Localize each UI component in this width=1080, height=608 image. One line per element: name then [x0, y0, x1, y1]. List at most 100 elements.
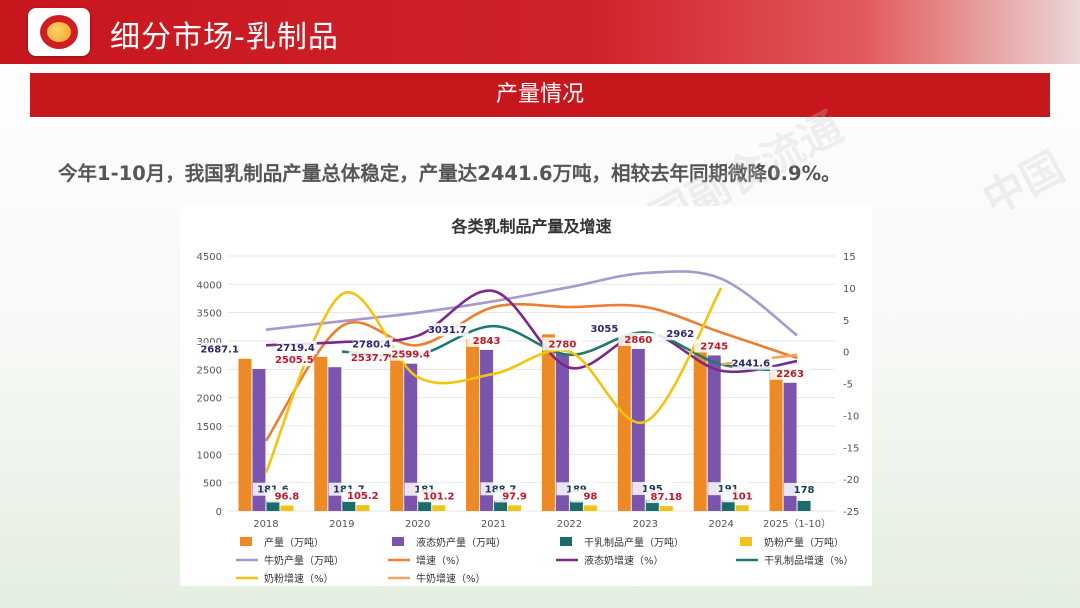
y-tick-label: 3500: [197, 309, 222, 320]
data-label-bg: [342, 489, 383, 503]
bar-4: [735, 505, 749, 511]
data-label: 87.18: [650, 492, 682, 503]
x-tick-label: 2025（1-10）: [763, 518, 831, 530]
bar-4: [280, 505, 294, 511]
data-label: 2537.7: [351, 353, 390, 364]
chart-panel: 各类乳制品产量及增速 0 500 1000 1500 2000 2500 3000 3500 40…: [180, 206, 872, 586]
x-tick-label: 2020: [405, 519, 430, 530]
bar-4: [432, 505, 446, 511]
x-tick-label: 2021: [481, 519, 506, 530]
data-label: 101: [732, 491, 753, 502]
data-label-bg: [348, 351, 389, 365]
data-label: 98: [583, 491, 597, 502]
data-label-bg: [722, 489, 763, 503]
y-tick-label: 3000: [197, 337, 222, 348]
line-series-1: [265, 270, 798, 337]
y-tick-label: 500: [203, 479, 222, 490]
legend-label: 牛奶产量（万吨）: [264, 554, 344, 567]
page-title: 细分市场-乳制品: [110, 20, 339, 55]
data-label: 2599.4: [391, 350, 430, 361]
bar-3: [721, 500, 735, 511]
bar-2: [480, 349, 494, 511]
data-label: 2687.1: [200, 345, 239, 356]
bar-3: [266, 500, 280, 511]
data-label: 3055: [590, 324, 618, 335]
x-tick-label: 2019: [329, 519, 354, 530]
data-label-bg: [694, 339, 735, 353]
y-tick-label: 4500: [197, 252, 222, 263]
bar-1: [314, 356, 328, 511]
bar-4: [583, 505, 597, 511]
bar-2: [707, 355, 721, 511]
bar-2: [404, 363, 418, 511]
x-tick-label: 2018: [253, 519, 278, 530]
data-label-bg: [466, 333, 507, 347]
y-tick-label: 2500: [197, 365, 222, 376]
data-label-bg: [418, 489, 459, 503]
x-tick-label: 2023: [633, 519, 658, 530]
bar-1: [693, 343, 707, 511]
data-label: 2843: [473, 336, 501, 347]
data-label-bg: [770, 366, 811, 380]
bar-4: [508, 505, 522, 511]
legend-swatch: [560, 537, 572, 546]
legend-swatch: [392, 537, 404, 546]
legend-swatch: [740, 537, 752, 546]
data-label: 178: [794, 485, 815, 496]
y2-tick-label: 0: [843, 348, 849, 359]
data-label-bg: [428, 323, 469, 337]
legend-label: 产量（万吨）: [264, 536, 324, 549]
y2-tick-label: -20: [843, 475, 859, 486]
dairy-production-chart: 各类乳制品产量及增速 0 500 1000 1500 2000 2500 3000 3500 40…: [197, 217, 860, 585]
legend-label: 奶粉增速（%）: [264, 572, 334, 585]
data-label-bg: [266, 489, 307, 503]
data-label-bg: [272, 353, 313, 367]
y2-tick-label: -25: [843, 507, 859, 518]
x-tick-label: 2022: [557, 519, 582, 530]
legend-label: 液态奶产量（万吨）: [416, 536, 506, 549]
bar-3: [342, 500, 356, 511]
data-label: 3031.7: [428, 325, 467, 336]
data-label-bg: [580, 321, 621, 335]
data-label-bg: [542, 337, 583, 351]
data-label-bg: [352, 337, 393, 351]
data-label: 2860: [624, 335, 652, 346]
data-label: 2719.4: [276, 343, 315, 354]
y-tick-label: 1500: [197, 422, 222, 433]
legend-label: 奶粉产量（万吨）: [764, 536, 844, 549]
data-label: 105.2: [347, 491, 379, 502]
data-label: 2745: [700, 341, 728, 352]
y2-tick-label: -5: [843, 380, 853, 391]
data-label: 2780.4: [352, 339, 391, 350]
data-label: 2780: [549, 339, 577, 350]
y2-tick-label: -15: [843, 443, 859, 454]
data-label-bg: [732, 356, 773, 370]
data-label: 2962: [666, 329, 694, 340]
data-label-bg: [276, 340, 317, 354]
watermark: 中国: [974, 141, 1073, 225]
data-label: 2263: [776, 369, 804, 380]
bar-2: [631, 348, 645, 511]
bar-3: [569, 500, 583, 511]
bar-1: [466, 339, 480, 511]
brand-logo: [28, 8, 90, 56]
legend-label: 干乳制品增速（%）: [764, 554, 854, 567]
bar-1: [238, 358, 252, 511]
legend-swatch: [240, 537, 252, 546]
line-series-2: [264, 302, 798, 442]
y2-tick-label: 10: [843, 284, 856, 295]
y2-tick-label: 5: [843, 316, 849, 327]
y-tick-label: 2000: [197, 394, 222, 405]
bar-3: [645, 499, 659, 511]
data-label-bg: [494, 489, 535, 503]
bar-3: [494, 500, 508, 511]
data-label: 2505.5: [275, 355, 314, 366]
bar-1: [769, 372, 783, 511]
y-tick-label: 4000: [197, 280, 222, 291]
summary-text: 今年1-10月，我国乳制品产量总体稳定，产量达2441.6万吨，相较去年同期微降…: [58, 162, 841, 185]
bar-1: [541, 334, 555, 511]
bar-1: [617, 337, 631, 511]
data-label: 2441.6: [731, 359, 770, 370]
data-label-bg: [570, 489, 611, 503]
bar-1: [390, 353, 404, 511]
